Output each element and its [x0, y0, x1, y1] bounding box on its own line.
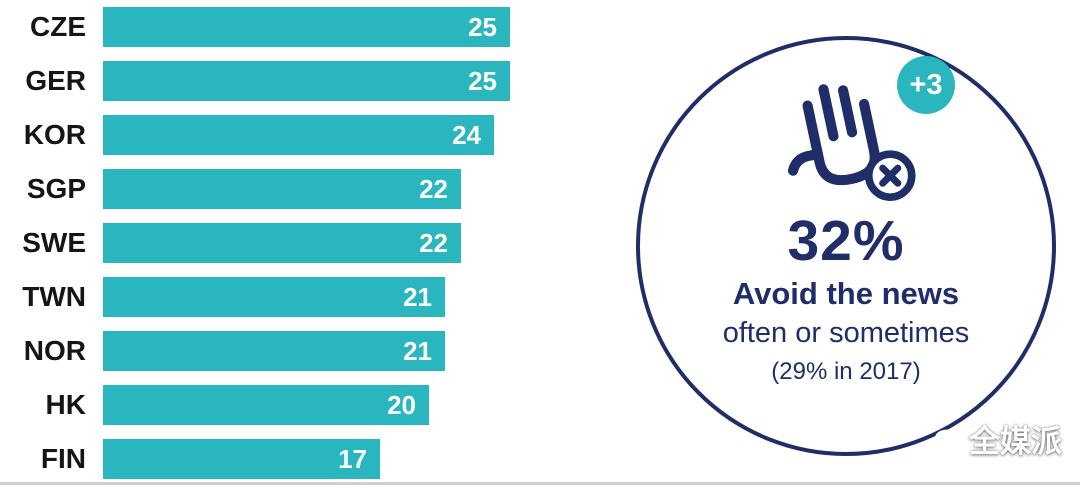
callout-icon-group: +3 [767, 56, 955, 206]
bar-row: NOR 21 [0, 331, 510, 371]
bottom-divider [0, 482, 1080, 485]
bar-value-label: 17 [338, 444, 367, 474]
x-circle-icon [864, 150, 916, 201]
bar-row: GER 25 [0, 61, 510, 101]
category-label: HK [45, 389, 86, 420]
bar-row: TWN 21 [0, 277, 510, 317]
bar-row: SWE 22 [0, 223, 510, 263]
category-label: SWE [22, 227, 86, 258]
camera-swirl-icon [934, 429, 960, 448]
category-label: TWN [22, 281, 86, 312]
category-label: KOR [23, 119, 86, 150]
bar-value-label: 25 [468, 12, 497, 42]
bar: 24 [103, 115, 494, 155]
plus-three-badge: +3 [897, 56, 955, 114]
bar: 22 [103, 169, 461, 209]
category-label: SGP [26, 173, 86, 204]
watermark-text: 全媒派 [969, 424, 1062, 459]
bar-value-label: 21 [403, 336, 432, 366]
category-label: CZE [30, 11, 86, 42]
bar-value-label: 24 [452, 120, 481, 150]
bar-value-label: 21 [403, 282, 432, 312]
category-label: NOR [23, 335, 86, 366]
stat-callout-circle: +3 32% Avoid the news often or sometimes… [636, 36, 1056, 456]
hand-stop-icon [787, 84, 916, 201]
bar: 20 [103, 385, 429, 425]
bar: 17 [103, 439, 380, 479]
bar-chart: CZE 25 GER 25 KOR 24 SGP 22 SWE 22 TWN 21 NOR 21 HK 20 F… [0, 7, 510, 488]
bar: 25 [103, 7, 510, 47]
stat-prior-year-note: (29% in 2017) [771, 358, 921, 385]
bar-row: KOR 24 [0, 115, 510, 155]
bar: 25 [103, 61, 510, 101]
bar-value-label: 20 [387, 390, 416, 420]
stat-caption-bold: Avoid the news [732, 276, 960, 311]
watermark: 全媒派 [932, 416, 1062, 461]
bar-value-label: 22 [419, 228, 448, 258]
bar-value-label: 25 [468, 66, 497, 96]
bar-row: HK 20 [0, 385, 510, 425]
stat-caption-regular: often or sometimes [722, 317, 970, 349]
bar: 21 [103, 277, 445, 317]
bar: 22 [103, 223, 461, 263]
bar-row: SGP 22 [0, 169, 510, 209]
bar-value-label: 22 [419, 174, 448, 204]
category-label: GER [25, 65, 86, 96]
bar-row: FIN 17 [0, 439, 510, 479]
stat-percentage: 32% [787, 209, 905, 273]
bar-row: CZE 25 [0, 7, 510, 47]
category-label: FIN [40, 443, 86, 474]
bar: 21 [103, 331, 445, 371]
